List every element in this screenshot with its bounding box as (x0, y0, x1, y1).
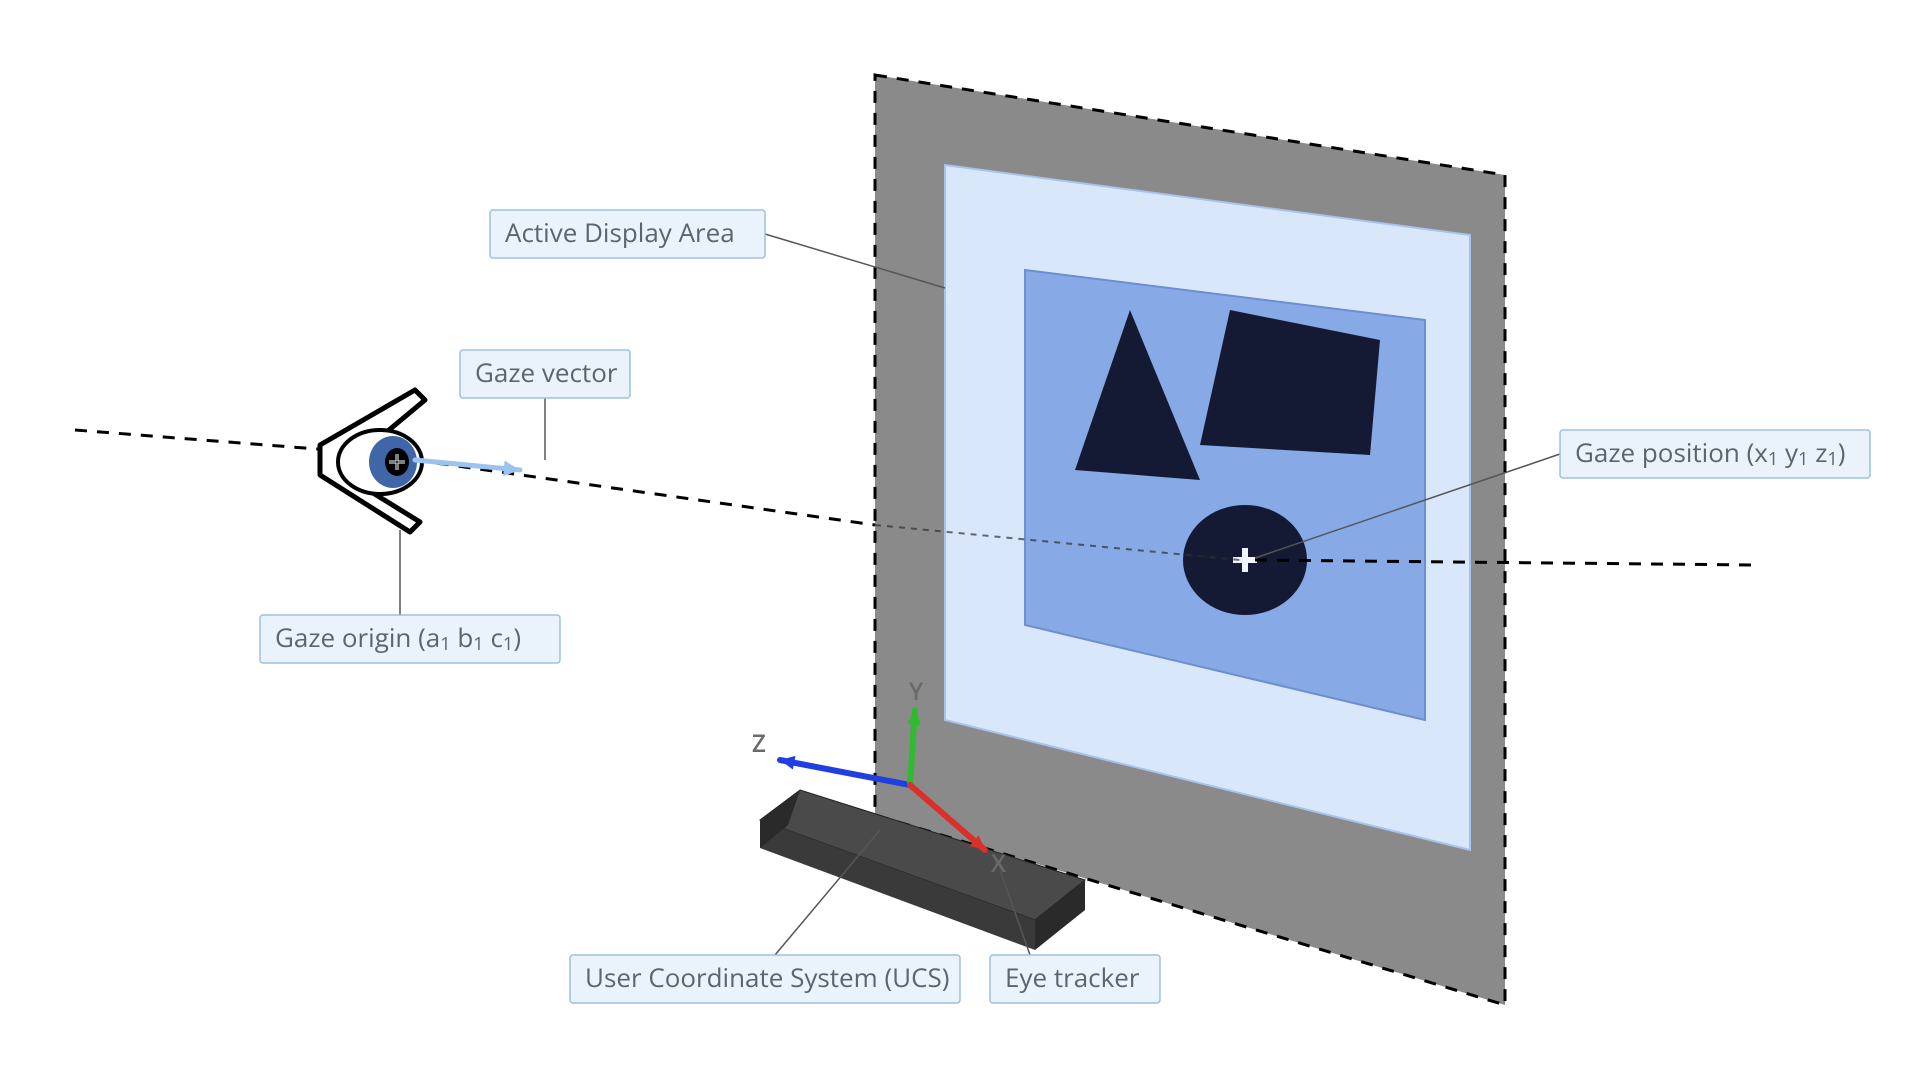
ucs-label-text: User Coordinate System (UCS) (585, 959, 949, 995)
diagram-canvas: Z Y X Active Display Area Gaze vector User Co… (0, 0, 1920, 1080)
axis-y-label: Y (909, 675, 924, 708)
eye-tracker-label-text: Eye tracker (1005, 959, 1140, 995)
gaze-ray-mid (415, 460, 875, 525)
eye-icon (320, 390, 425, 532)
gaze-vector-label-text: Gaze vector (475, 354, 618, 390)
axis-x-label: X (991, 847, 1006, 880)
gaze-ray-left (75, 430, 330, 450)
gaze-origin-label-text: Gaze origin (a1 b1 c1) (275, 619, 521, 656)
axis-z-label: Z (752, 727, 766, 760)
active-display-area-label-text: Active Display Area (505, 214, 735, 250)
